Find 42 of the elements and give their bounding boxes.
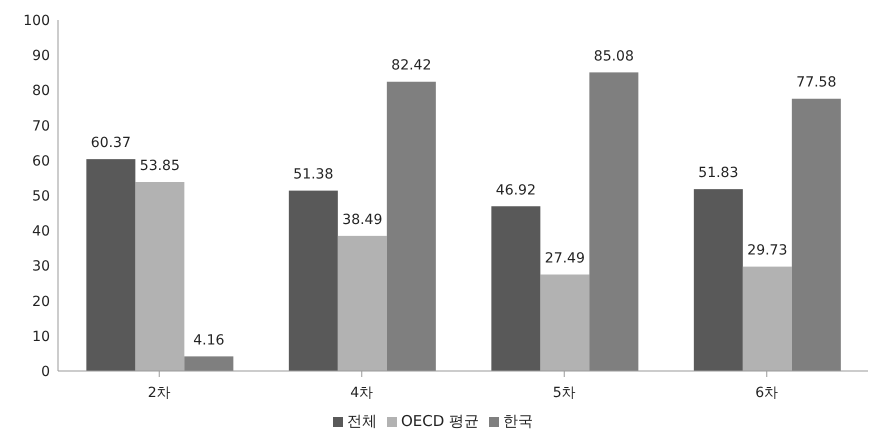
bar: [386, 82, 436, 371]
y-tick-label: 100: [23, 12, 50, 29]
bar: [184, 356, 234, 371]
legend-label: 한국: [503, 412, 534, 430]
bar: [491, 206, 540, 371]
data-label: 46.92: [496, 182, 536, 198]
y-tick-label: 20: [32, 294, 50, 310]
bar: [792, 98, 841, 371]
y-tick-label: 50: [32, 188, 50, 204]
bar: [694, 189, 743, 371]
y-tick-label: 60: [32, 153, 50, 170]
x-tick-label: 4차: [350, 384, 374, 401]
y-tick-label: 0: [41, 364, 50, 380]
data-label: 38.49: [342, 212, 382, 228]
x-tick-label: 2차: [148, 384, 171, 401]
y-tick-label: 70: [32, 118, 50, 134]
bar: [135, 182, 184, 371]
bar: [589, 72, 638, 371]
data-label: 60.37: [90, 135, 131, 152]
bar: [540, 274, 590, 371]
data-label: 27.49: [544, 250, 585, 267]
data-label: 82.42: [391, 58, 432, 74]
data-label: 4.16: [193, 332, 225, 348]
y-tick-label: 90: [32, 48, 50, 64]
y-tick-label: 80: [32, 83, 50, 100]
x-tick-label: 5차: [552, 384, 576, 401]
data-label: 77.58: [796, 74, 836, 91]
data-label: 51.83: [698, 165, 738, 182]
legend-label: OECD 평균: [400, 412, 480, 430]
legend-label: 전체: [346, 412, 377, 430]
y-tick-label: 10: [32, 328, 50, 345]
bar: [86, 159, 136, 371]
data-label: 29.73: [747, 242, 788, 259]
data-label: 85.08: [594, 48, 634, 64]
y-tick-label: 30: [32, 258, 50, 275]
data-label: 51.38: [293, 166, 334, 183]
bar: [288, 190, 338, 371]
y-tick-label: 40: [32, 224, 50, 240]
bar: [338, 236, 387, 371]
x-tick-label: 6차: [755, 384, 778, 401]
data-label: 53.85: [140, 158, 180, 174]
bar: [742, 266, 792, 371]
